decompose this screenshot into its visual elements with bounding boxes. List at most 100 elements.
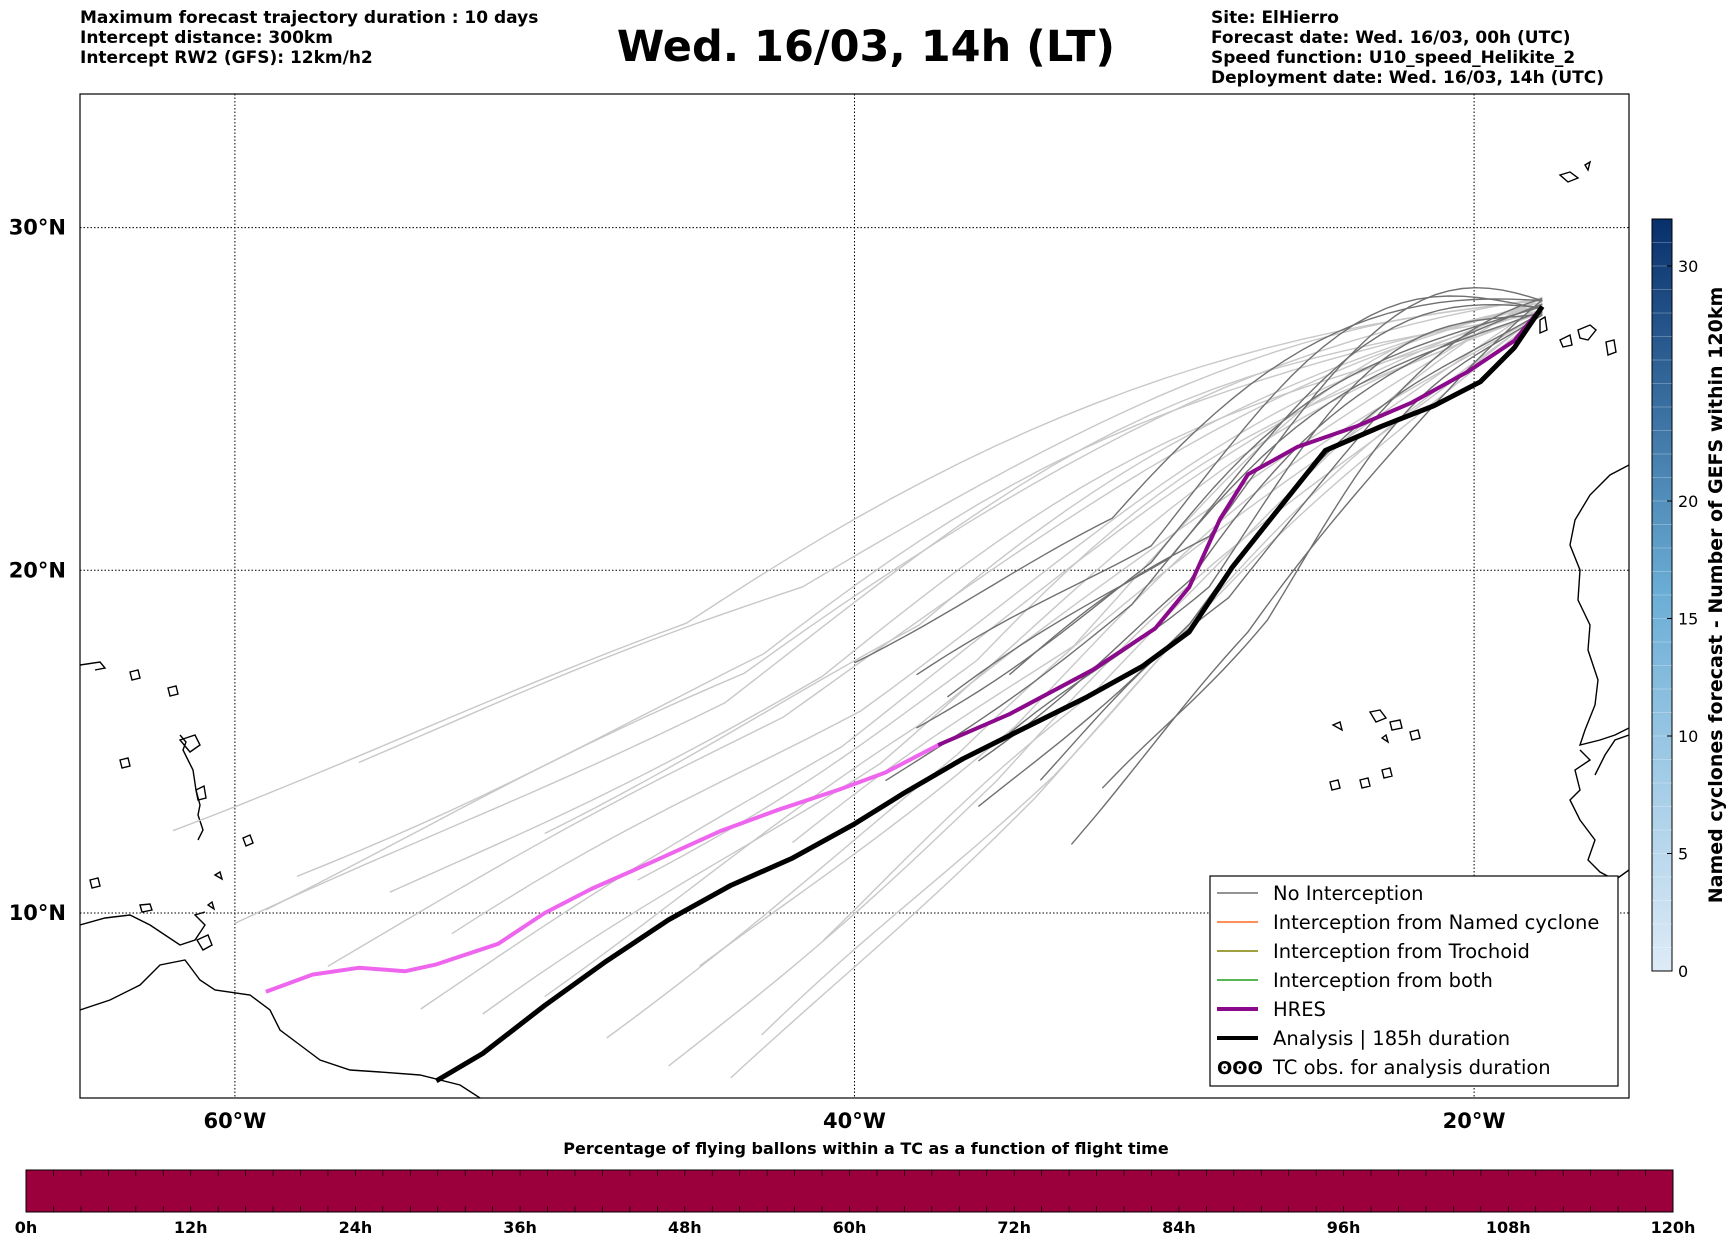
colorbar-tick-label: 0 (1678, 962, 1688, 981)
ensemble-trajectories (172, 286, 1543, 1079)
africa-coast (1569, 464, 1629, 746)
martinique-island (195, 784, 207, 801)
hres-track-late (265, 743, 940, 994)
cyclone-colorbar: 0 5 10 15 20 30 Named cyclones forecast - Num… (1651, 218, 1727, 981)
ensemble-track-light (358, 300, 1543, 764)
ensemble-track-light (420, 302, 1543, 1010)
legend-label-analysis: Analysis | 185h duration (1273, 1027, 1510, 1050)
madeira-islands (1558, 160, 1592, 183)
ensemble-track-light (296, 304, 1543, 878)
africa-coast-south (1569, 749, 1629, 881)
south-america-coast (80, 959, 481, 1098)
ensemble-track-light (544, 297, 1543, 998)
cyclone-colorbar-fill (1651, 218, 1673, 972)
flight-time-colorbar-title: Percentage of flying ballons within a TC… (563, 1139, 1169, 1158)
longitude-label: 20°W (1443, 1109, 1506, 1133)
ensemble-track-dark (1101, 314, 1543, 789)
flight-time-tick-label: 0h (15, 1218, 38, 1237)
site-text: Site: ElHierro (1211, 8, 1339, 28)
flight-time-tick-label: 72h (997, 1218, 1031, 1237)
colorbar-tick-label: 10 (1678, 727, 1698, 746)
ensemble-track-dark (1008, 286, 1543, 676)
ensemble-track-light (265, 297, 1543, 911)
header-left-info: Maximum forecast trajectory duration : 1… (80, 8, 538, 68)
flight-time-colorbar-fill (25, 1169, 1674, 1213)
africa-peninsula (1594, 734, 1629, 776)
ensemble-track-light (637, 308, 1543, 881)
flight-time-tick-label: 96h (1327, 1218, 1361, 1237)
tc-obs-legend-symbol: ʘʘʘ (1217, 1058, 1263, 1079)
deployment-date-text: Deployment date: Wed. 16/03, 14h (UTC) (1211, 68, 1605, 88)
colorbar-tick-label: 15 (1678, 610, 1698, 629)
ensemble-track-dark (916, 295, 1543, 676)
trinidad-island (195, 934, 213, 951)
latitude-label: 10°N (9, 901, 66, 925)
ensemble-track-light (234, 312, 1543, 924)
canary-islands (1539, 315, 1617, 356)
ensemble-track-dark (885, 310, 1543, 782)
flight-time-colorbar-ticks: 0h 12h 24h 36h 48h 60h 72h 84h 96h 108h 120h (15, 1170, 1696, 1237)
flight-time-tick-label: 36h (503, 1218, 537, 1237)
analysis-track (435, 305, 1545, 1084)
latitude-label: 20°N (9, 558, 66, 582)
speed-function-text: Speed function: U10_speed_Helikite_2 (1211, 48, 1576, 68)
forecast-date-text: Forecast date: Wed. 16/03, 00h (UTC) (1211, 28, 1571, 48)
page-title: Wed. 16/03, 14h (LT) (616, 22, 1116, 72)
legend-label-trochoid: Interception from Trochoid (1273, 940, 1530, 963)
tobago-grenada (206, 870, 224, 911)
ensemble-track-dark (854, 298, 1543, 664)
legend-label-both: Interception from both (1273, 969, 1493, 992)
ensemble-track-light (451, 308, 1543, 935)
ensemble-track-light (544, 301, 1543, 835)
ensemble-track-light (172, 299, 1543, 832)
cape-verde-islands (1329, 709, 1421, 791)
flight-time-tick-label: 60h (833, 1218, 867, 1237)
legend-label-hres: HRES (1273, 998, 1326, 1021)
caribbean-small-islands (89, 757, 153, 913)
legend-label-nointerception: No Interception (1273, 882, 1424, 905)
flight-time-tick-label: 48h (668, 1218, 702, 1237)
ensemble-track-dark (977, 303, 1543, 762)
puerto-rico-coast (80, 661, 107, 671)
axis-labels: 30°N 20°N 10°N 60°W 40°W 20°W (9, 216, 1506, 1133)
antigua-island (167, 685, 179, 697)
flight-time-tick-label: 108h (1486, 1218, 1531, 1237)
cyclone-colorbar-label: Named cyclones forecast - Number of GEFS… (1705, 287, 1727, 904)
legend-box (1209, 875, 1619, 1087)
cyclone-colorbar-ticks: 0 5 10 15 20 30 (1667, 257, 1698, 981)
legend-label-named: Interception from Named cyclone (1273, 911, 1599, 934)
ensemble-track-light (482, 311, 1543, 1015)
colorbar-tick-label: 5 (1678, 845, 1688, 864)
ensemble-track-light (823, 296, 1543, 941)
legend-label-tcobs: TC obs. for analysis duration (1272, 1056, 1551, 1079)
guadeloupe-island (178, 734, 201, 753)
main-tracks (265, 305, 1545, 1084)
intercept-distance-text: Intercept distance: 300km (80, 28, 333, 48)
flight-time-colorbar: Percentage of flying ballons within a TC… (15, 1139, 1696, 1237)
colorbar-tick-label: 30 (1678, 257, 1698, 276)
header-right-info: Site: ElHierro Forecast date: Wed. 16/03… (1211, 8, 1604, 88)
latitude-label: 30°N (9, 216, 66, 240)
ensemble-track-light (761, 312, 1543, 1036)
colorbar-tick-label: 20 (1678, 492, 1698, 511)
longitude-label: 60°W (203, 1109, 266, 1133)
ensemble-track-dark (916, 305, 1543, 729)
ensemble-track-dark (946, 303, 1543, 698)
map-frame (79, 93, 1630, 1099)
ensemble-track-light (699, 312, 1543, 967)
flight-time-tick-label: 120h (1651, 1218, 1696, 1237)
coastlines (80, 160, 1629, 1098)
ensemble-track-light (327, 301, 1543, 967)
map-legend: No Interception Interception from Named c… (1209, 875, 1619, 1087)
flight-time-tick-label: 84h (1162, 1218, 1196, 1237)
barbados-island (242, 834, 254, 847)
ensemble-track-light (389, 312, 1543, 893)
max-duration-text: Maximum forecast trajectory duration : 1… (80, 8, 539, 28)
venezuela-coast (80, 911, 206, 946)
virgin-islands (129, 669, 141, 681)
flight-time-tick-label: 12h (174, 1218, 208, 1237)
intercept-rw2-text: Intercept RW2 (GFS): 12km/h2 (80, 48, 373, 68)
longitude-label: 40°W (823, 1109, 886, 1133)
flight-time-tick-label: 24h (339, 1218, 373, 1237)
